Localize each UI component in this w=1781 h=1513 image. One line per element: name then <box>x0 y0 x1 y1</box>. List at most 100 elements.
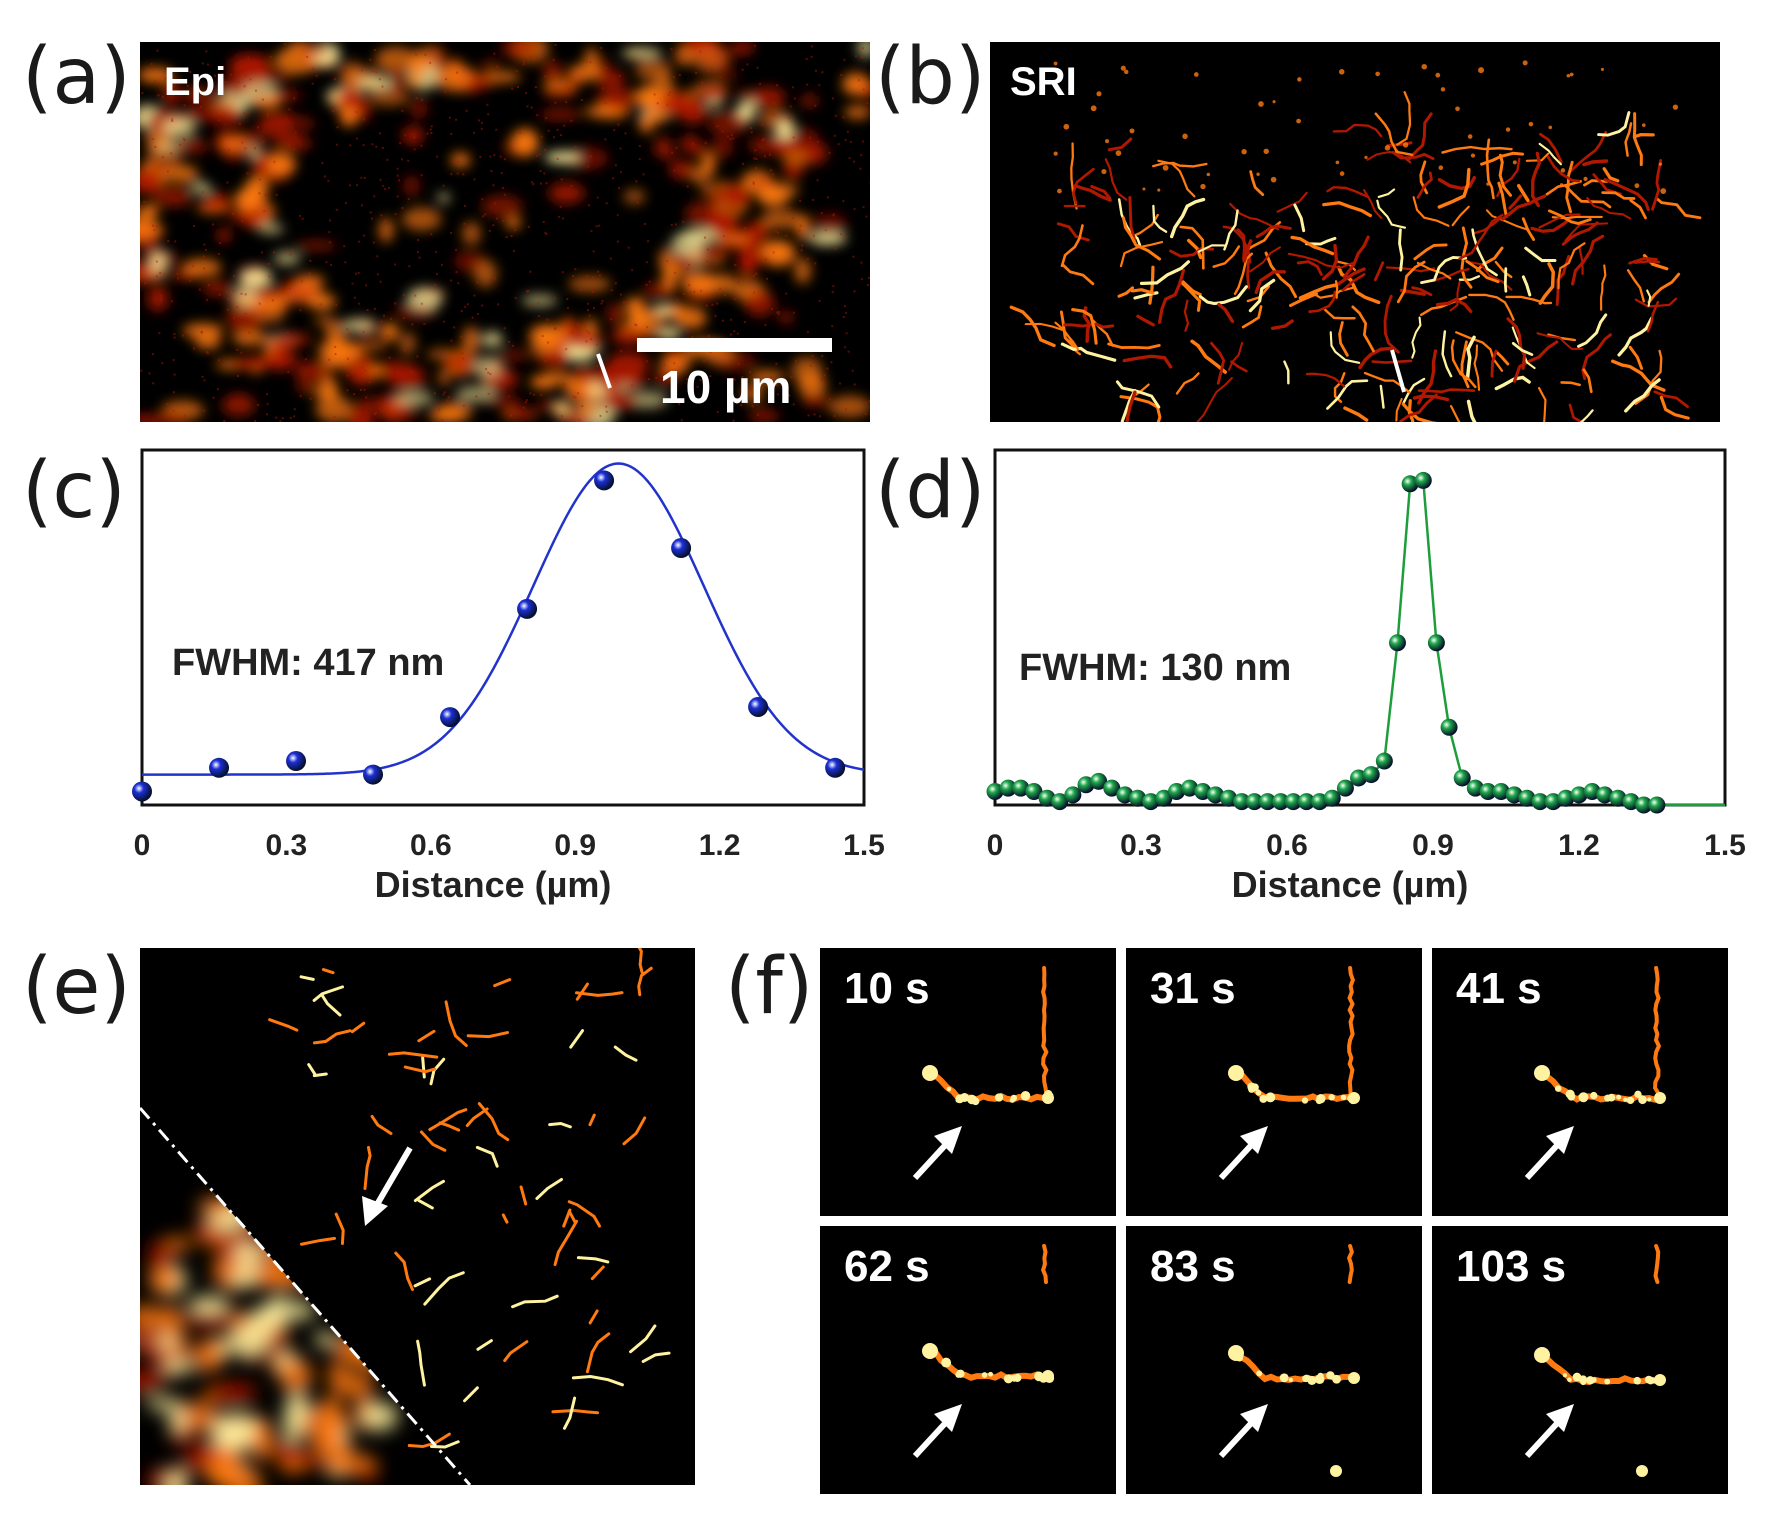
data-point <box>1025 782 1043 800</box>
data-point <box>1375 752 1393 770</box>
frame-graphic <box>1524 966 1666 1181</box>
frame-graphic <box>1218 966 1360 1181</box>
data-point <box>1012 779 1030 797</box>
data-point <box>1181 779 1199 797</box>
x-tick-label: 0.6 <box>1266 829 1308 862</box>
data-point <box>440 707 461 728</box>
fwhm-annotation: FWHM: 130 nm <box>1019 647 1291 689</box>
data-point <box>1648 796 1666 814</box>
data-point <box>1064 786 1082 804</box>
x-tick-label: 1.2 <box>699 829 741 862</box>
timelapse-frame: 62 s <box>820 1226 1116 1494</box>
split-line <box>140 1107 472 1485</box>
x-tick-label: 1.5 <box>1704 829 1746 862</box>
data-point <box>1453 769 1471 787</box>
fit-curve <box>994 478 1725 807</box>
frame-graphic <box>912 1244 1055 1459</box>
data-point <box>1427 634 1445 652</box>
frame-graphic <box>1218 1244 1360 1477</box>
arrow-icon <box>1524 1404 1574 1459</box>
x-axis-label: Distance (µm) <box>375 864 612 905</box>
panel-letter-a: (a) <box>22 32 131 122</box>
fwhm-annotation: FWHM: 417 nm <box>172 642 444 684</box>
sri-label: SRI <box>1010 60 1077 104</box>
data-point <box>1479 782 1497 800</box>
frame-time-label: 10 s <box>844 964 930 1013</box>
data-point <box>1518 789 1536 807</box>
arrow-icon <box>912 1126 962 1181</box>
data-point <box>1531 793 1549 811</box>
panel-letter-d: (d) <box>875 446 986 536</box>
x-tick-label: 0.6 <box>410 829 452 862</box>
timelapse-frame: 103 s <box>1432 1226 1728 1494</box>
arrow-icon <box>1218 1126 1268 1181</box>
arrow-icon <box>362 1146 413 1226</box>
data-point <box>1323 789 1341 807</box>
x-tick-label: 0.3 <box>266 829 308 862</box>
arrow-icon <box>1218 1404 1268 1459</box>
data-point <box>132 781 152 802</box>
data-point <box>1245 793 1263 811</box>
data-point <box>594 470 615 491</box>
sri-profile-chart: 0 0.3 0.6 0.9 1.2 1.5 Distance (µm) FWHM: 130 n… <box>986 448 1746 905</box>
data-point <box>1492 782 1510 800</box>
panel-letter-c: (c) <box>22 446 126 536</box>
fit-curve <box>142 462 865 776</box>
frame-graphic <box>912 966 1054 1181</box>
sri-image: SRI <box>990 42 1720 422</box>
frame-graphic <box>1524 1244 1666 1477</box>
timelapse-grid: 10 s 31 s 41 s 62 s 83 s 103 s <box>820 948 1760 1494</box>
epi-profile-plot: 0 0.3 0.6 0.9 1.2 1.5 Distance (µm) FWHM: 417 n… <box>120 440 900 920</box>
epi-image: Epi 10 µm <box>140 42 870 422</box>
frame-time-label: 83 s <box>1150 1242 1236 1291</box>
data-point <box>1570 786 1588 804</box>
sri-profile-plot: 0 0.3 0.6 0.9 1.2 1.5 Distance (µm) FWHM: 130 n… <box>975 440 1765 920</box>
comparison-image <box>140 948 695 1485</box>
arrow-icon <box>912 1404 962 1459</box>
data-point <box>1272 793 1290 811</box>
data-point <box>1155 789 1173 807</box>
plot-frame <box>140 448 866 807</box>
x-tick-label: 0.9 <box>1412 829 1454 862</box>
data-point <box>1259 793 1277 811</box>
frame-time-label: 31 s <box>1150 964 1236 1013</box>
frame-time-label: 41 s <box>1456 964 1542 1013</box>
data-point <box>1440 718 1458 736</box>
timelapse-frame: 10 s <box>820 948 1116 1216</box>
data-point <box>1142 793 1160 811</box>
panel-letter-b: (b) <box>875 32 986 122</box>
data-point <box>1051 793 1069 811</box>
data-point <box>986 782 1004 800</box>
data-point <box>748 696 769 717</box>
timelapse-frame: 31 s <box>1126 948 1422 1216</box>
data-point <box>671 538 692 559</box>
epi-label: Epi <box>164 60 227 104</box>
x-tick-label: 1.2 <box>1558 829 1600 862</box>
x-tick-label: 0 <box>987 829 1004 862</box>
x-tick-label: 1.5 <box>843 829 885 862</box>
data-point <box>286 751 307 772</box>
epi-profile-chart: 0 0.3 0.6 0.9 1.2 1.5 Distance (µm) FWHM: 417 n… <box>132 448 885 905</box>
data-point <box>1635 796 1653 814</box>
data-point <box>1103 779 1121 797</box>
data-point <box>1388 634 1406 652</box>
data-point <box>1233 793 1251 811</box>
sri-image-graphic <box>1009 60 1702 422</box>
panel-letter-f: (f) <box>725 942 814 1032</box>
data-point <box>1129 789 1147 807</box>
data-point <box>1414 471 1432 489</box>
data-point <box>1220 789 1238 807</box>
data-point <box>1609 789 1627 807</box>
data-point <box>209 757 230 778</box>
timelapse-frame: 83 s <box>1126 1226 1422 1494</box>
data-point <box>1362 766 1380 784</box>
data-point <box>517 598 538 619</box>
data-point <box>999 779 1017 797</box>
data-point <box>825 757 846 778</box>
x-tick-label: 0.9 <box>554 829 596 862</box>
panel-letter-e: (e) <box>22 942 131 1032</box>
data-point <box>1168 782 1186 800</box>
plot-frame <box>993 448 1727 807</box>
scalebar <box>637 338 832 352</box>
data-point <box>1297 793 1315 811</box>
